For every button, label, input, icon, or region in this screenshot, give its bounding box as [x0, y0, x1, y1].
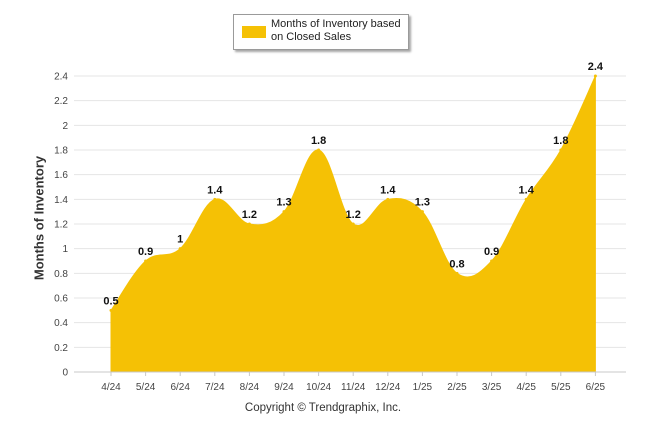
data-point — [490, 259, 494, 263]
data-label: 1.4 — [380, 184, 396, 196]
data-point — [109, 308, 113, 312]
x-tick-label: 12/24 — [375, 382, 400, 393]
x-tick-label: 8/24 — [240, 382, 260, 393]
data-point — [317, 148, 321, 152]
y-axis-title: Months of Inventory — [31, 155, 47, 281]
y-tick-label: 2.4 — [54, 72, 68, 83]
axis-layer: 0 0.2 0.4 0.6 0.8 1 1.2 1.4 1.6 1.8 2 2.2 2.4 4/24 5/2… — [54, 72, 626, 393]
y-tick-label: 2.2 — [54, 96, 68, 107]
x-tick-label: 11/24 — [341, 382, 366, 393]
x-tick-label: 6/24 — [170, 382, 190, 393]
x-tick-label: 4/24 — [101, 382, 121, 393]
data-label: 1.3 — [415, 197, 430, 209]
data-label: 2.4 — [588, 61, 604, 73]
y-tick-label: 1 — [62, 244, 68, 255]
x-tick-label: 5/25 — [551, 382, 571, 393]
data-point — [247, 222, 251, 226]
data-point — [524, 197, 528, 201]
legend-label: Months of Inventory based on Closed Sale… — [271, 18, 401, 43]
data-label: 1.4 — [519, 184, 535, 196]
legend-swatch — [242, 26, 266, 38]
data-label: 1 — [177, 234, 183, 246]
y-tick-label: 0.6 — [54, 294, 68, 305]
data-label: 0.9 — [138, 246, 153, 258]
x-tick-label: 6/25 — [586, 382, 606, 393]
y-tick-label: 1.8 — [54, 146, 68, 157]
data-label: 0.5 — [103, 295, 118, 307]
data-point — [386, 197, 390, 201]
data-label: 1.2 — [242, 209, 257, 221]
y-tick-label: 1.4 — [54, 195, 68, 206]
y-tick-label: 2 — [62, 121, 68, 132]
data-label: 1.4 — [207, 184, 223, 196]
x-tick-label: 2/25 — [447, 382, 467, 393]
x-tick-label: 9/24 — [274, 382, 294, 393]
data-label: 0.8 — [449, 258, 464, 270]
data-label: 1.8 — [553, 135, 568, 147]
legend[interactable]: Months of Inventory based on Closed Sale… — [233, 14, 409, 50]
y-tick-label: 0.8 — [54, 269, 68, 280]
data-point — [282, 210, 286, 214]
data-point — [144, 259, 148, 263]
data-point — [559, 148, 563, 152]
data-point — [420, 210, 424, 214]
x-tick-label: 3/25 — [482, 382, 502, 393]
data-label: 1.3 — [276, 197, 291, 209]
y-tick-label: 1.6 — [54, 170, 68, 181]
x-tick-label: 7/24 — [205, 382, 225, 393]
data-point — [455, 271, 459, 275]
y-tick-label: 1.2 — [54, 220, 68, 231]
y-tick-label: 0 — [62, 368, 68, 379]
data-point — [178, 247, 182, 251]
y-tick-label: 0.2 — [54, 343, 68, 354]
x-tick-label: 4/25 — [516, 382, 536, 393]
copyright-footer: Copyright © Trendgraphix, Inc. — [244, 402, 402, 414]
x-tick-label: 10/24 — [306, 382, 331, 393]
data-point — [351, 222, 355, 226]
data-label: 0.9 — [484, 246, 499, 258]
x-tick-label: 1/25 — [413, 382, 433, 393]
y-tick-label: 0.4 — [54, 318, 68, 329]
x-tick-label: 5/24 — [136, 382, 156, 393]
data-point — [593, 74, 597, 78]
label-layer: 0.5 0.9 1 1.4 1.2 1.3 1.8 1.2 1.4 1.3 0.8 0.9 1.4 1.8… — [103, 61, 604, 307]
data-point — [213, 197, 217, 201]
data-label: 1.8 — [311, 135, 326, 147]
data-label: 1.2 — [346, 209, 361, 221]
area-layer — [109, 74, 597, 373]
